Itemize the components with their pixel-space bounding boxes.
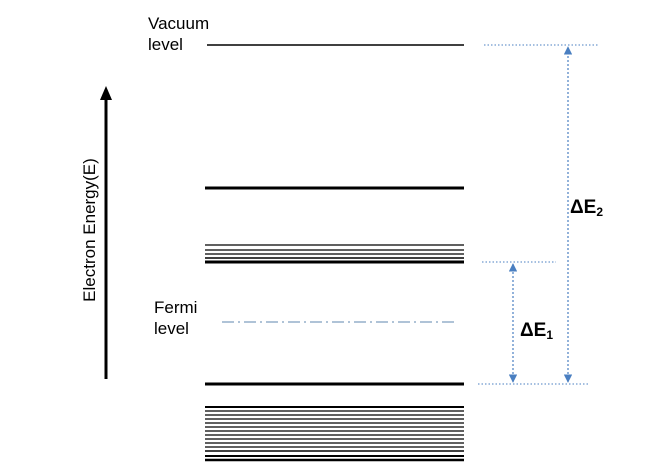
vacuum-level-label: Vacuum level <box>148 13 209 55</box>
fermi-level-label: Fermi level <box>154 297 197 339</box>
energy-axis-arrow <box>100 86 112 379</box>
upper-band-cluster <box>205 244 464 264</box>
delta-e2-label: ΔE2 <box>570 197 603 219</box>
energy-axis-label: Electron Energy(E) <box>80 158 99 302</box>
delta-e1-subscript: 1 <box>546 328 554 342</box>
fermi-label-line1: Fermi <box>154 298 198 317</box>
vacuum-label-line1: Vacuum <box>148 14 210 33</box>
lower-band-cluster <box>205 406 464 462</box>
vacuum-label-line2: level <box>148 35 183 54</box>
delta-e1-symbol: ΔE <box>520 320 547 341</box>
fermi-label-line2: level <box>154 319 189 338</box>
dotted-guides <box>478 44 598 385</box>
delta-e2-symbol: ΔE <box>570 197 597 218</box>
delta-e2-subscript: 2 <box>596 205 604 219</box>
delta-e1-label: ΔE1 <box>520 320 553 342</box>
